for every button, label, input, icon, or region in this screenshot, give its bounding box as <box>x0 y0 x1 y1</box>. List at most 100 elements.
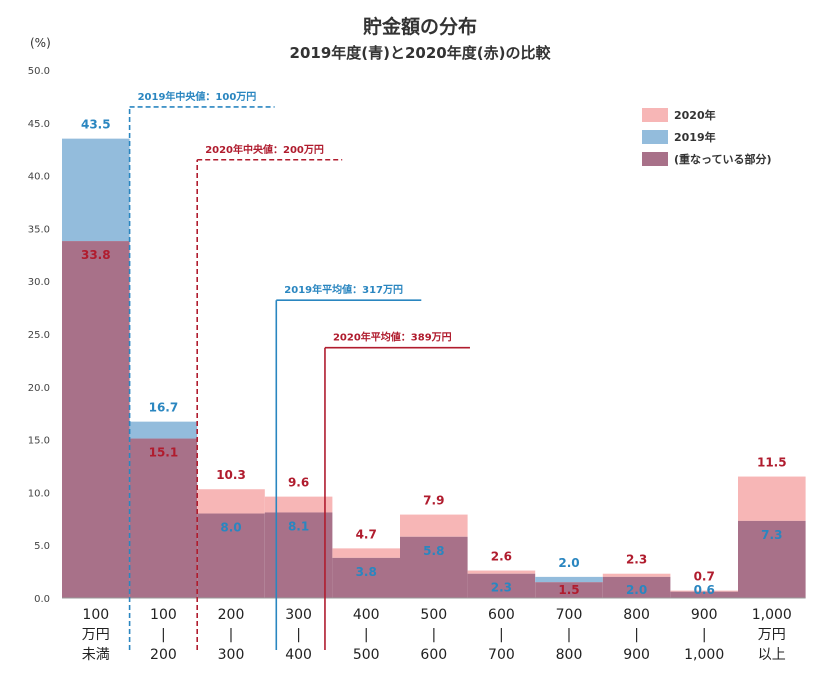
x-category-label: | <box>161 627 166 643</box>
data-label-2019: 5.8 <box>423 544 444 558</box>
x-category-label: 1,000 <box>752 607 792 623</box>
x-category-label: 以上 <box>758 647 786 663</box>
bar-2020-excess <box>738 476 806 521</box>
x-category-label: 300 <box>218 647 245 663</box>
data-label-2020: 4.7 <box>356 527 377 541</box>
data-label-2019: 2.0 <box>626 583 647 597</box>
x-category-label: | <box>229 627 234 643</box>
bar-overlap <box>129 438 198 598</box>
data-label-2020: 15.1 <box>149 446 179 460</box>
legend-swatch <box>642 108 668 122</box>
x-category-label: 500 <box>420 607 447 623</box>
x-category-label: 200 <box>150 647 177 663</box>
data-label-2020: 1.5 <box>558 583 579 597</box>
chart-title: 貯金額の分布 <box>362 16 477 38</box>
y-tick-label: 5.0 <box>34 541 50 552</box>
bar-2019-excess <box>129 421 198 439</box>
x-category-label: 400 <box>353 607 380 623</box>
x-category-label: 400 <box>285 647 312 663</box>
x-category-label: | <box>567 627 572 643</box>
bar-2020-excess <box>400 514 468 537</box>
data-label-2019: 2.0 <box>558 556 579 570</box>
reference-line-label: 2020年平均値：389万円 <box>333 331 452 344</box>
bar-2019-excess <box>535 576 603 583</box>
x-category-label: 100 <box>82 607 109 623</box>
bar-overlap <box>738 520 806 598</box>
bar-overlap <box>535 582 603 598</box>
x-category-label: | <box>702 627 707 643</box>
x-category-label: 800 <box>623 607 650 623</box>
data-label-2020: 2.6 <box>491 550 512 564</box>
bar-overlap <box>62 241 130 598</box>
x-category-label: 700 <box>556 607 583 623</box>
x-category-label: 600 <box>420 647 447 663</box>
data-label-2019: 43.5 <box>81 118 111 132</box>
y-tick-label: 0.0 <box>34 594 50 605</box>
legend-entry: 2019年 <box>674 130 716 144</box>
x-category-label: 200 <box>218 607 245 623</box>
x-category-label: | <box>364 627 369 643</box>
data-label-2020: 10.3 <box>216 468 246 482</box>
y-tick-label: 45.0 <box>28 119 50 130</box>
x-category-label: | <box>431 627 436 643</box>
x-category-label: 800 <box>556 647 583 663</box>
x-category-label: 500 <box>353 647 380 663</box>
data-label-2020: 7.9 <box>423 494 444 508</box>
x-category-label: 600 <box>488 607 515 623</box>
reference-line-label: 2019年平均値：317万円 <box>284 283 403 296</box>
x-category-label: 300 <box>285 607 312 623</box>
data-label-2019: 8.0 <box>220 521 241 535</box>
x-category-label: | <box>499 627 504 643</box>
data-label-2019: 7.3 <box>761 528 782 542</box>
data-label-2019: 8.1 <box>288 519 309 533</box>
y-tick-label: 20.0 <box>28 383 50 394</box>
bar-overlap <box>400 536 468 598</box>
x-category-label: 700 <box>488 647 515 663</box>
bar-2020-excess <box>264 496 333 513</box>
bar-overlap <box>670 591 738 598</box>
legend-entry: (重なっている部分) <box>674 152 772 166</box>
data-label-2020: 9.6 <box>288 476 309 490</box>
bar-overlap <box>197 513 265 598</box>
bar-2020-excess <box>332 548 400 558</box>
reference-line-label: 2020年中央値：200万円 <box>205 143 324 156</box>
legend-swatch <box>642 130 668 144</box>
y-tick-label: 30.0 <box>28 277 50 288</box>
data-label-2019: 16.7 <box>149 401 179 415</box>
x-category-label: 万円 <box>82 627 110 643</box>
data-label-2020: 11.5 <box>757 456 787 470</box>
x-category-label: 万円 <box>758 627 786 643</box>
chart-subtitle: 2019年度(青)と2020年度(赤)の比較 <box>289 44 551 62</box>
data-label-2019: 2.3 <box>491 581 512 595</box>
x-category-label: 100 <box>150 607 177 623</box>
bar-overlap <box>332 557 400 598</box>
bar-overlap <box>602 576 671 598</box>
y-tick-label: 35.0 <box>28 224 50 235</box>
bar-2020-excess <box>467 570 536 574</box>
legend-entry: 2020年 <box>674 108 716 122</box>
bar-2020-excess <box>602 573 671 577</box>
bar-2020-excess <box>670 590 738 592</box>
x-category-label: 900 <box>691 607 718 623</box>
bar-2019-excess <box>62 138 130 242</box>
reference-line-label: 2019年中央値：100万円 <box>138 90 257 103</box>
x-category-label: 未満 <box>82 647 110 663</box>
legend-swatch <box>642 152 668 166</box>
data-label-2019: 3.8 <box>356 565 377 579</box>
y-tick-label: 25.0 <box>28 330 50 341</box>
y-tick-label: 40.0 <box>28 172 50 183</box>
y-tick-label: 50.0 <box>28 66 50 77</box>
x-category-label: 1,000 <box>684 647 724 663</box>
y-axis-unit-label: (%) <box>30 36 51 50</box>
bar-2020-excess <box>197 489 265 514</box>
x-category-label: | <box>634 627 639 643</box>
x-category-label: 900 <box>623 647 650 663</box>
y-tick-label: 15.0 <box>28 436 50 447</box>
x-category-label: | <box>296 627 301 643</box>
bar-overlap <box>467 573 536 598</box>
data-label-2019: 0.6 <box>694 583 715 597</box>
data-label-2020: 0.7 <box>694 570 715 584</box>
data-label-2020: 33.8 <box>81 248 111 262</box>
data-label-2020: 2.3 <box>626 553 647 567</box>
